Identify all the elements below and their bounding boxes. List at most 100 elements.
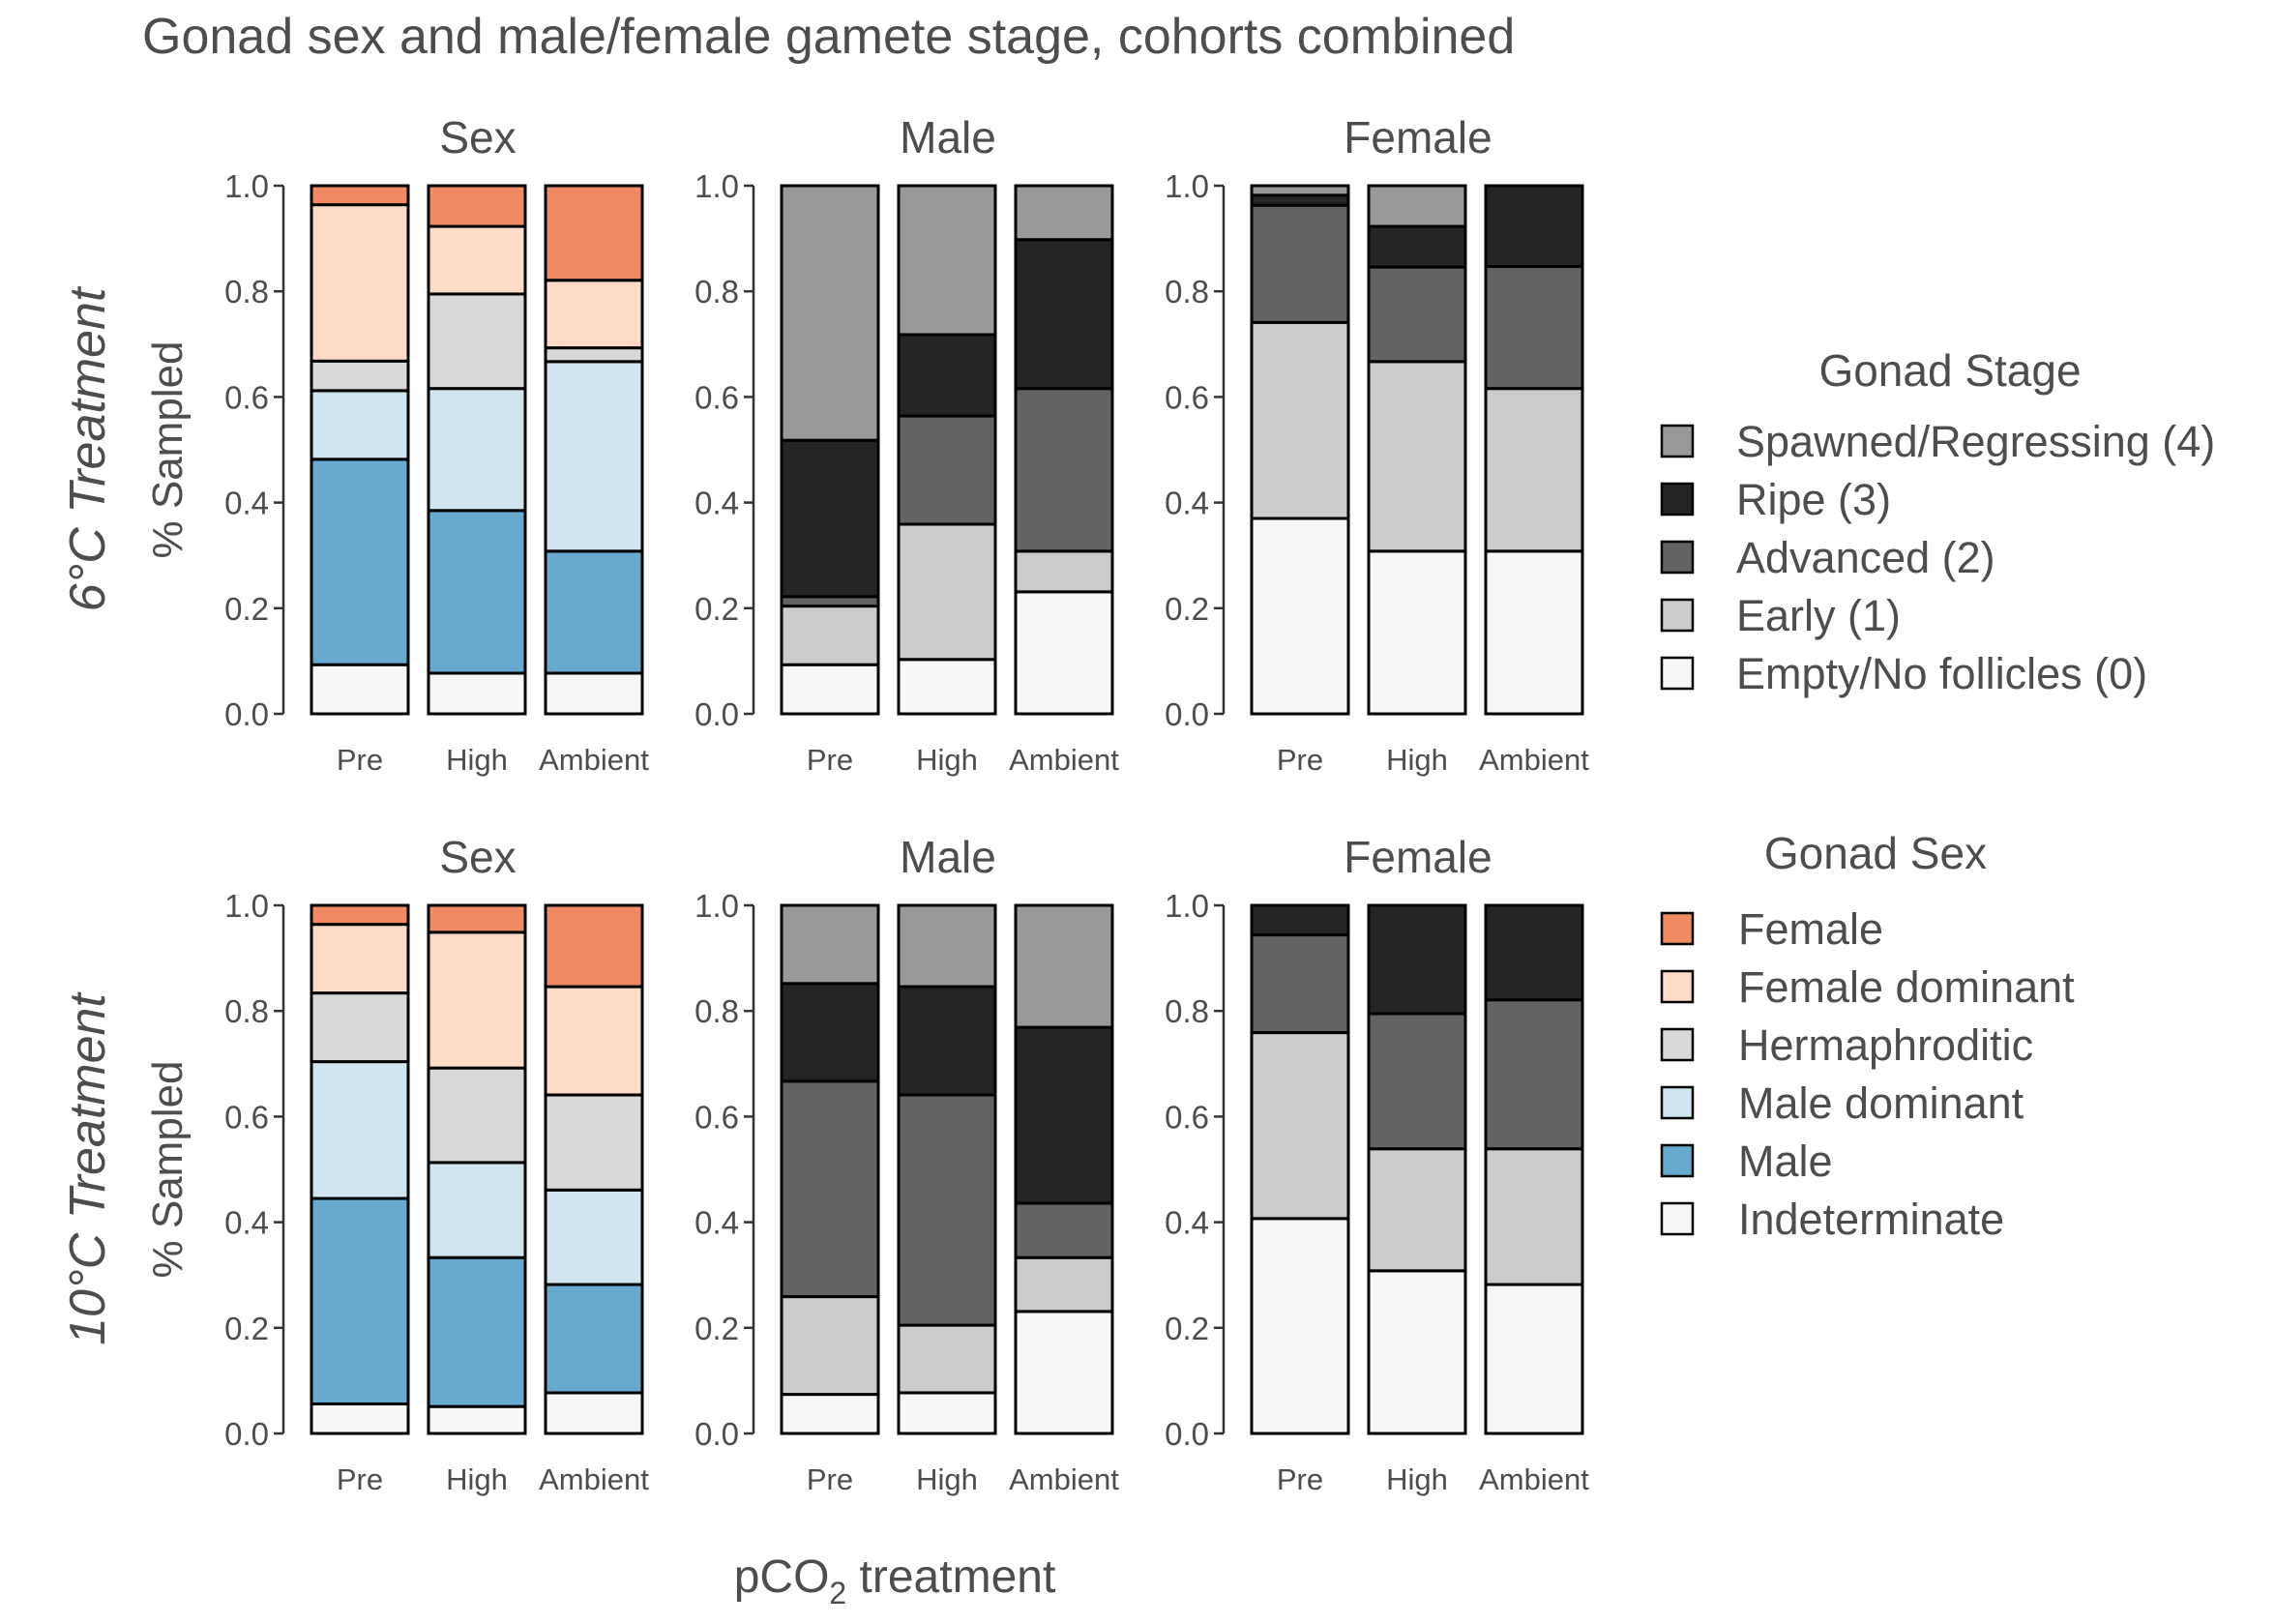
bar-segment-ambient-hermaphroditic <box>544 1093 644 1192</box>
y-tick-label: 0.4 <box>694 486 739 521</box>
y-tick-label: 0.2 <box>1165 591 1209 627</box>
legend-label-male-dominant: Male dominant <box>1738 1078 2024 1128</box>
bar-segment-pre-male <box>310 1196 410 1405</box>
y-tick-label: 0.6 <box>1165 379 1209 415</box>
legend-label-empty-no-follicles-0: Empty/No follicles (0) <box>1736 649 2147 698</box>
x-tick-label-pre: Pre <box>337 743 383 777</box>
bar-segment-pre-male-dominant <box>310 389 410 461</box>
panel-title: Female <box>1344 832 1492 882</box>
legend-gonad-stage: Gonad Stage Spawned/Regressing (4) Ripe (3… <box>1660 345 2215 698</box>
bar-segment-ambient-hermaphroditic <box>544 346 644 364</box>
bar-segment-high-ripe-3 <box>897 985 997 1097</box>
panels: Sex 0.0 0.2 0.4 0.6 0.8 1.0 Pre High Ambient % Sam… <box>60 112 1589 1496</box>
legend-label-indeterminate: Indeterminate <box>1738 1195 2004 1244</box>
legend-key-female <box>1660 911 1695 946</box>
bar-segment-high-male-dominant <box>427 1161 527 1259</box>
bar-segment-pre-indeterminate <box>310 1402 410 1435</box>
row-label-6-c-treatment: 6°C Treatment <box>60 285 116 611</box>
bar-segment-ambient-ripe-3 <box>1484 903 1584 1002</box>
y-tick-label: 0.8 <box>1165 274 1209 310</box>
x-tick-label-pre: Pre <box>807 1462 853 1496</box>
bar-segment-ambient-female <box>544 184 644 282</box>
bar-segment-ambient-female-dominant <box>544 279 644 350</box>
y-tick-label: 1.0 <box>694 168 739 204</box>
bar-segment-ambient-female-dominant <box>544 985 644 1097</box>
legend-gonad-sex: Gonad Sex Female Female dominant Hermaphrod… <box>1660 828 2075 1244</box>
y-tick-label: 0.0 <box>694 1416 739 1452</box>
legend-label-early-1: Early (1) <box>1736 591 1901 640</box>
bar-segment-pre-early-1 <box>1250 1031 1350 1221</box>
y-tick-label: 0.2 <box>1165 1311 1209 1346</box>
bar-segment-pre-male <box>310 458 410 666</box>
bar-segment-high-male <box>427 1255 527 1408</box>
y-tick-label: 0.8 <box>694 993 739 1029</box>
y-tick-label: 0.0 <box>224 1416 269 1452</box>
y-tick-label: 1.0 <box>224 168 269 204</box>
legend-label-hermaphroditic: Hermaphroditic <box>1738 1020 2033 1070</box>
bar-segment-ambient-ripe-3 <box>1014 238 1114 391</box>
legend-key-empty-no-follicles-0 <box>1660 656 1695 691</box>
legend-key-indeterminate <box>1660 1201 1695 1236</box>
bar-segment-high-female-dominant <box>427 930 527 1070</box>
legend-key-female-dominant <box>1660 969 1695 1004</box>
bar-segment-high-empty-no-follicles-0 <box>897 658 997 716</box>
bar-segment-ambient-empty-no-follicles-0 <box>1014 590 1114 716</box>
panel-10-c-treatment-sex: Sex 0.0 0.2 0.4 0.6 0.8 1.0 Pre High Ambient % Sam… <box>60 832 649 1496</box>
panel-title: Male <box>900 112 996 162</box>
bar-segment-ambient-ripe-3 <box>1014 1025 1114 1205</box>
y-tick-label: 0.6 <box>224 379 269 415</box>
bar-segment-ambient-empty-no-follicles-0 <box>1484 1283 1584 1435</box>
y-tick-label: 0.4 <box>1165 1205 1209 1241</box>
bar-segment-pre-male-dominant <box>310 1060 410 1200</box>
legend-label-advanced-2: Advanced (2) <box>1736 533 1995 582</box>
legend-label-female: Female <box>1738 904 1883 954</box>
bar-segment-ambient-spawned-regressing-4 <box>1014 184 1114 242</box>
bar-segment-ambient-male-dominant <box>544 1188 644 1286</box>
bar-segment-ambient-empty-no-follicles-0 <box>1484 549 1584 716</box>
panel-title: Female <box>1344 112 1492 162</box>
x-tick-label-high: High <box>1386 1462 1448 1496</box>
bar-segment-pre-early-1 <box>1250 320 1350 520</box>
x-axis-label: pCO2 treatment <box>734 1551 1056 1610</box>
y-tick-label: 0.8 <box>1165 993 1209 1029</box>
x-tick-label-ambient: Ambient <box>1009 743 1119 777</box>
x-tick-label-pre: Pre <box>337 1462 383 1496</box>
bar-segment-high-advanced-2 <box>1367 1012 1467 1151</box>
panel-10-c-treatment-female: Female 0.0 0.2 0.4 0.6 0.8 1.0 Pre High Ambient <box>1165 832 1589 1496</box>
bar-segment-high-indeterminate <box>427 1404 527 1435</box>
bar-segment-high-hermaphroditic <box>427 292 527 391</box>
bar-segment-high-spawned-regressing-4 <box>1367 184 1467 228</box>
panel-title: Sex <box>439 832 516 882</box>
row-label-10-c-treatment: 10°C Treatment <box>60 991 116 1345</box>
x-axis-label-main: pCO <box>734 1551 830 1603</box>
legend-title: Gonad Stage <box>1818 345 2081 396</box>
legend-key-early-1 <box>1660 598 1695 633</box>
bar-segment-pre-empty-no-follicles-0 <box>1250 517 1350 716</box>
bar-segment-pre-advanced-2 <box>1250 203 1350 324</box>
bar-segment-high-male <box>427 509 527 675</box>
y-tick-label: 0.6 <box>694 379 739 415</box>
bar-segment-ambient-indeterminate <box>544 671 644 716</box>
bar-segment-high-male-dominant <box>427 387 527 513</box>
y-tick-label: 0.6 <box>694 1099 739 1135</box>
panel-6-c-treatment-sex: Sex 0.0 0.2 0.4 0.6 0.8 1.0 Pre High Ambient % Sam… <box>60 112 649 777</box>
x-axis-label-subscript: 2 <box>829 1576 846 1610</box>
y-tick-label: 1.0 <box>694 888 739 924</box>
bar-segment-pre-female-dominant <box>310 923 410 995</box>
bar-segment-high-advanced-2 <box>1367 265 1467 364</box>
bar-segment-pre-early-1 <box>780 1295 880 1397</box>
bar-segment-ambient-male-dominant <box>544 360 644 553</box>
x-tick-label-pre: Pre <box>807 743 853 777</box>
bar-segment-ambient-spawned-regressing-4 <box>1014 903 1114 1029</box>
bar-segment-high-early-1 <box>1367 360 1467 553</box>
bar-segment-ambient-male <box>544 549 644 675</box>
panel-title: Male <box>900 832 996 882</box>
bar-segment-ambient-indeterminate <box>544 1391 644 1435</box>
bar-segment-pre-spawned-regressing-4 <box>780 184 880 442</box>
bar-segment-ambient-empty-no-follicles-0 <box>1014 1310 1114 1435</box>
x-tick-label-ambient: Ambient <box>539 1462 649 1496</box>
y-axis-label: % Sampled <box>144 1060 192 1278</box>
legend-label-male: Male <box>1738 1137 1833 1186</box>
legend-key-hermaphroditic <box>1660 1027 1695 1062</box>
y-tick-label: 0.0 <box>224 696 269 732</box>
